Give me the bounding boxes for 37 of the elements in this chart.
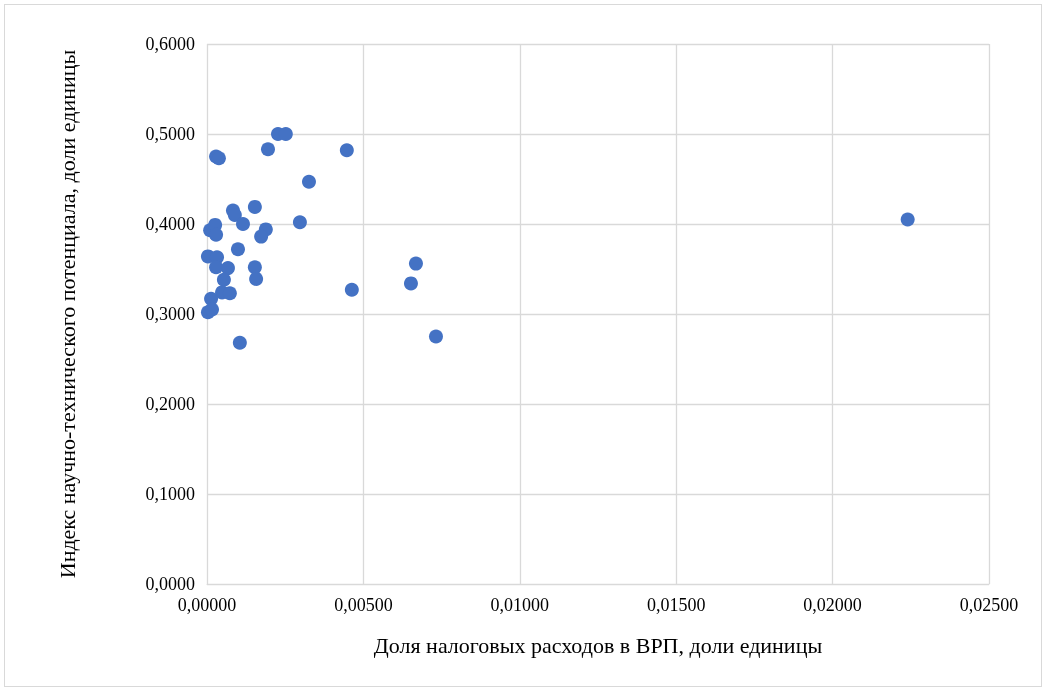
y-tick-label: 0,1000: [145, 484, 195, 504]
point: [247, 199, 262, 214]
point: [900, 212, 915, 227]
point: [301, 174, 316, 189]
point: [230, 242, 245, 257]
y-tick-label: 0,0000: [145, 574, 195, 594]
y-tick-label: 0,2000: [145, 394, 195, 414]
point: [235, 217, 250, 231]
point: [254, 229, 269, 244]
point: [249, 271, 264, 286]
x-tick-label: 0,02000: [803, 595, 862, 615]
x-tick-label: 0,01500: [646, 595, 706, 615]
x-tick-label: 0,00000: [177, 595, 237, 615]
point: [261, 142, 275, 157]
point: [209, 227, 224, 242]
point: [408, 256, 423, 271]
point: [344, 282, 359, 297]
point: [232, 335, 247, 350]
y-tick-label: 0,6000: [145, 34, 195, 54]
x-axis-title: Доля налоговых расходов в ВРП, доли единицы: [373, 632, 823, 658]
point: [428, 329, 443, 344]
y-axis-title: Индекс научно-технического потенциала, доли единицы: [54, 49, 80, 579]
point: [205, 302, 219, 317]
y-tick-label: 0,4000: [145, 214, 195, 234]
point: [216, 272, 231, 287]
y-tick-label: 0,5000: [145, 124, 195, 144]
point: [220, 261, 235, 276]
point: [247, 260, 262, 275]
x-tick-label: 0,01000: [490, 595, 550, 615]
point: [292, 215, 307, 230]
x-tick-label: 0,00500: [334, 595, 393, 615]
x-tick-label: 0,02500: [959, 595, 1019, 615]
point: [209, 260, 224, 275]
y-tick-label: 0,3000: [145, 304, 195, 324]
point: [403, 276, 418, 291]
point: [339, 143, 354, 158]
point: [227, 208, 242, 222]
